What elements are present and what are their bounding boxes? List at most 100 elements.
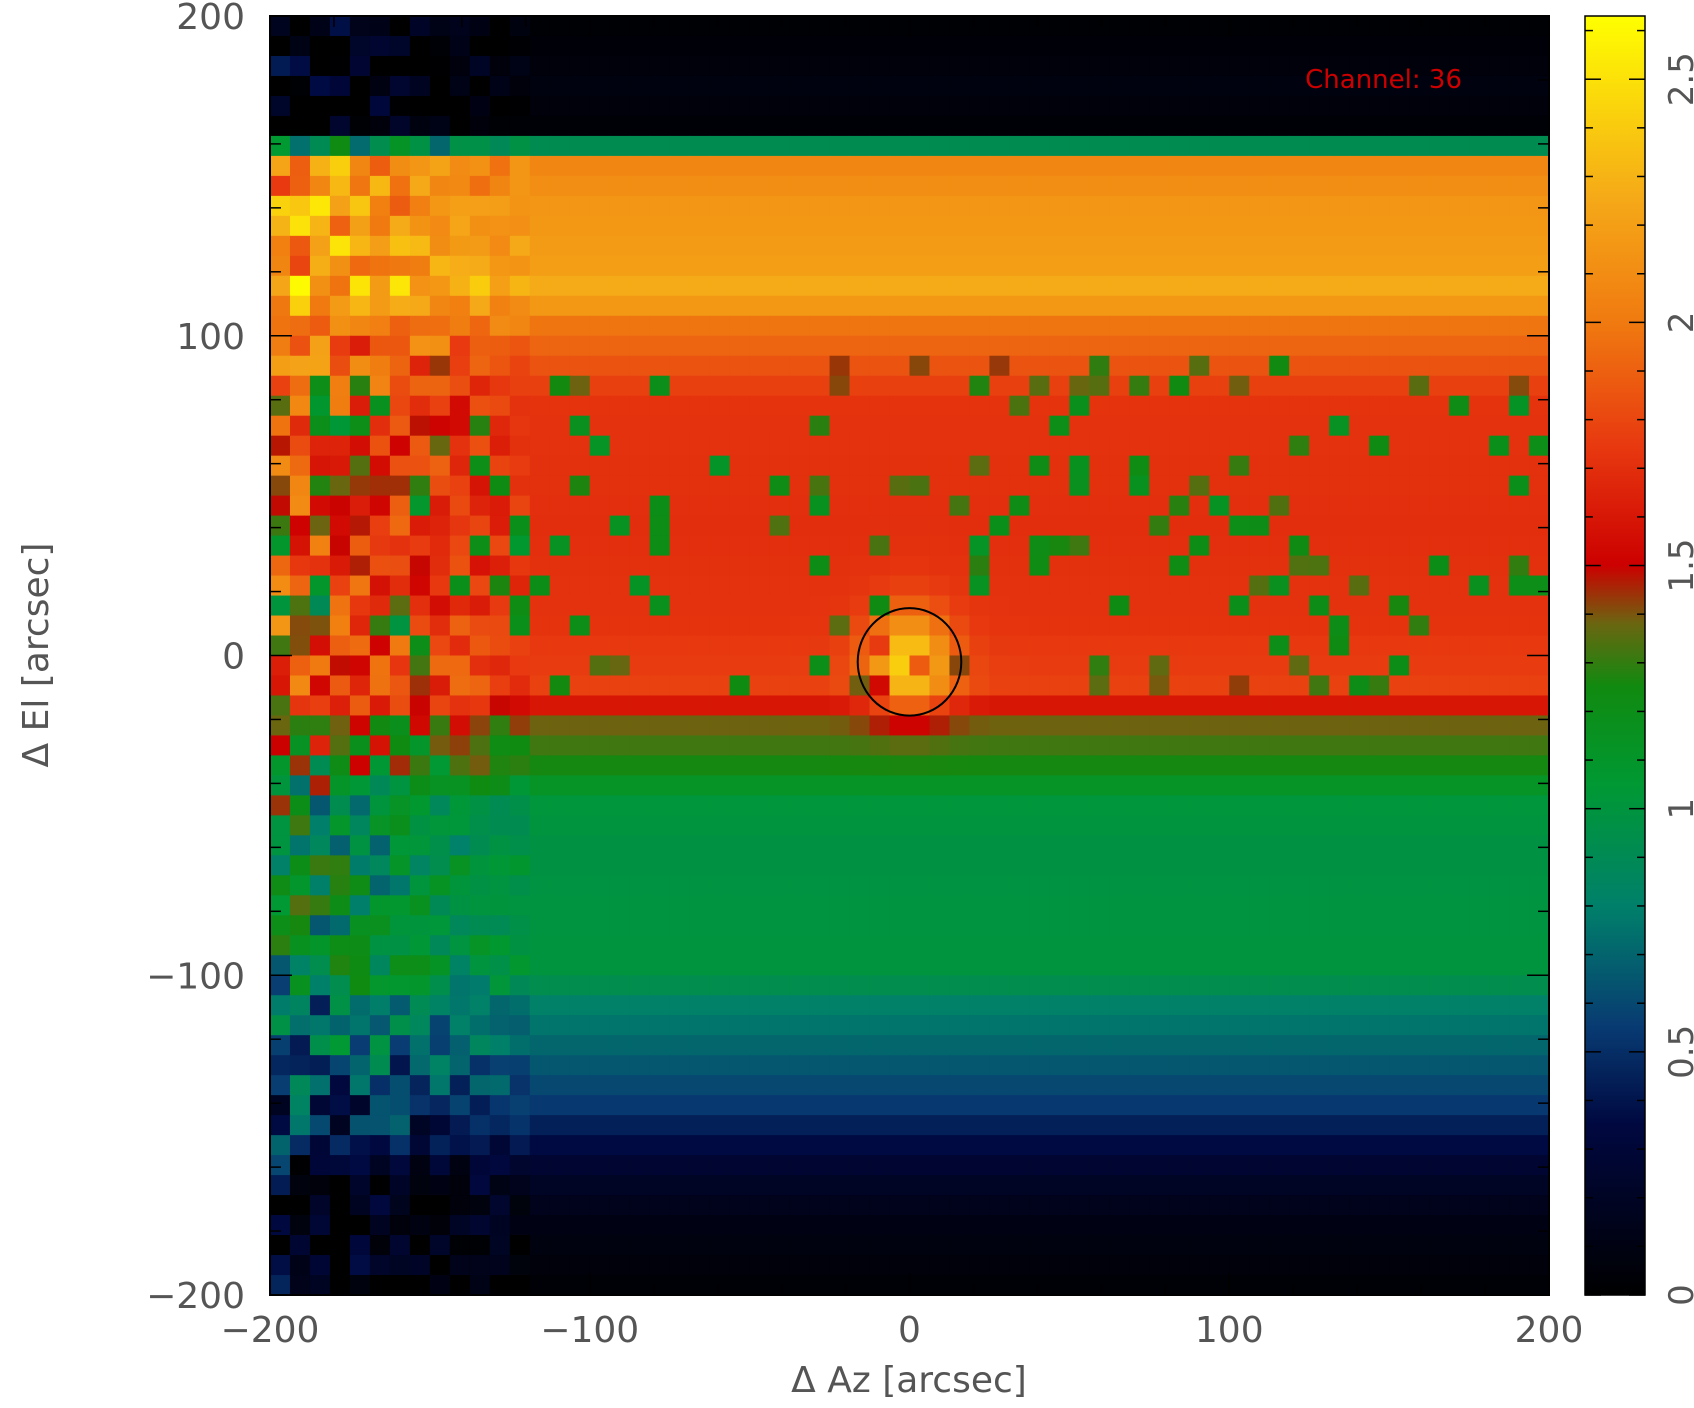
heatmap-cell [1409, 815, 1430, 836]
heatmap-cell [929, 1115, 950, 1136]
heatmap-cell [1529, 875, 1550, 896]
heatmap-cell [450, 16, 471, 37]
heatmap-cell [270, 835, 291, 856]
heatmap-cell [870, 176, 891, 197]
heatmap-cell [810, 795, 831, 816]
heatmap-cell [730, 516, 751, 537]
heatmap-cell [570, 136, 591, 157]
heatmap-cell [610, 316, 631, 337]
heatmap-cell [1469, 576, 1490, 597]
heatmap-cell [670, 935, 691, 956]
heatmap-cell [330, 76, 351, 97]
heatmap-cell [1189, 656, 1210, 677]
heatmap-cell [989, 935, 1010, 956]
heatmap-cell [1189, 76, 1210, 97]
heatmap-cell [790, 735, 811, 756]
heatmap-cell [1469, 96, 1490, 117]
heatmap-cell [989, 436, 1010, 457]
heatmap-cell [1429, 1215, 1450, 1236]
heatmap-cell [1449, 96, 1470, 117]
heatmap-cell [550, 1275, 571, 1296]
heatmap-cell [1189, 176, 1210, 197]
heatmap-cell [1149, 815, 1170, 836]
heatmap-cell [750, 1135, 771, 1156]
heatmap-cell [1189, 156, 1210, 177]
heatmap-cell [1469, 1055, 1490, 1076]
heatmap-cell [530, 1075, 551, 1096]
heatmap-cell [370, 815, 391, 836]
heatmap-cell [1029, 1255, 1050, 1276]
heatmap-cell [1469, 36, 1490, 57]
heatmap-cell [310, 895, 331, 916]
heatmap-cell [1409, 416, 1430, 437]
heatmap-cell [430, 656, 451, 677]
heatmap-cell [450, 476, 471, 497]
heatmap-cell [890, 576, 911, 597]
heatmap-cell [570, 1035, 591, 1056]
heatmap-cell [870, 136, 891, 157]
heatmap-cell [470, 436, 491, 457]
heatmap-cell [989, 476, 1010, 497]
heatmap-cell [690, 935, 711, 956]
heatmap-cell [670, 76, 691, 97]
heatmap-cell [1149, 656, 1170, 677]
heatmap-cell [1009, 1115, 1030, 1136]
heatmap-cell [550, 1075, 571, 1096]
heatmap-cell [1009, 815, 1030, 836]
heatmap-cell [310, 576, 331, 597]
heatmap-cell [890, 1115, 911, 1136]
heatmap-cell [1249, 356, 1270, 377]
heatmap-cell [1309, 316, 1330, 337]
heatmap-cell [610, 1255, 631, 1276]
heatmap-cell [1349, 1195, 1370, 1216]
heatmap-cell [590, 136, 611, 157]
heatmap-cell [1089, 276, 1110, 297]
heatmap-cell [1109, 556, 1130, 577]
heatmap-cell [290, 176, 311, 197]
heatmap-cell [270, 1235, 291, 1256]
heatmap-cell [1189, 236, 1210, 257]
heatmap-cell [550, 576, 571, 597]
heatmap-cell [1489, 915, 1510, 936]
heatmap-cell [650, 16, 671, 37]
heatmap-cell [1469, 136, 1490, 157]
heatmap-cell [290, 975, 311, 996]
heatmap-cell [530, 176, 551, 197]
heatmap-cell [1009, 416, 1030, 437]
heatmap-cell [1089, 995, 1110, 1016]
heatmap-cell [1089, 1195, 1110, 1216]
heatmap-cell [1209, 875, 1230, 896]
heatmap-cell [1349, 675, 1370, 696]
heatmap-cell [1089, 715, 1110, 736]
heatmap-cell [730, 56, 751, 77]
heatmap-cell [510, 815, 531, 836]
heatmap-cell [949, 1175, 970, 1196]
heatmap-cell [1369, 1015, 1390, 1036]
heatmap-cell [330, 975, 351, 996]
heatmap-cell [390, 596, 411, 617]
heatmap-cell [850, 656, 871, 677]
heatmap-cell [1489, 815, 1510, 836]
heatmap-cell [1429, 1055, 1450, 1076]
heatmap-cell [929, 1015, 950, 1036]
heatmap-cell [430, 576, 451, 597]
heatmap-cell [1269, 1055, 1290, 1076]
heatmap-cell [690, 855, 711, 876]
heatmap-cell [850, 835, 871, 856]
heatmap-cell [630, 1215, 651, 1236]
heatmap-cell [650, 1195, 671, 1216]
heatmap-cell [590, 516, 611, 537]
heatmap-cell [1229, 815, 1250, 836]
heatmap-cell [430, 36, 451, 57]
heatmap-cell [270, 1215, 291, 1236]
heatmap-cell [1109, 216, 1130, 237]
heatmap-cell [1449, 675, 1470, 696]
heatmap-cell [1509, 56, 1530, 77]
heatmap-cell [1289, 815, 1310, 836]
heatmap-cell [570, 336, 591, 357]
heatmap-cell [1129, 1155, 1150, 1176]
heatmap-cell [910, 636, 931, 657]
heatmap-cell [1069, 775, 1090, 796]
heatmap-cell [1009, 96, 1030, 117]
heatmap-cell [690, 775, 711, 796]
